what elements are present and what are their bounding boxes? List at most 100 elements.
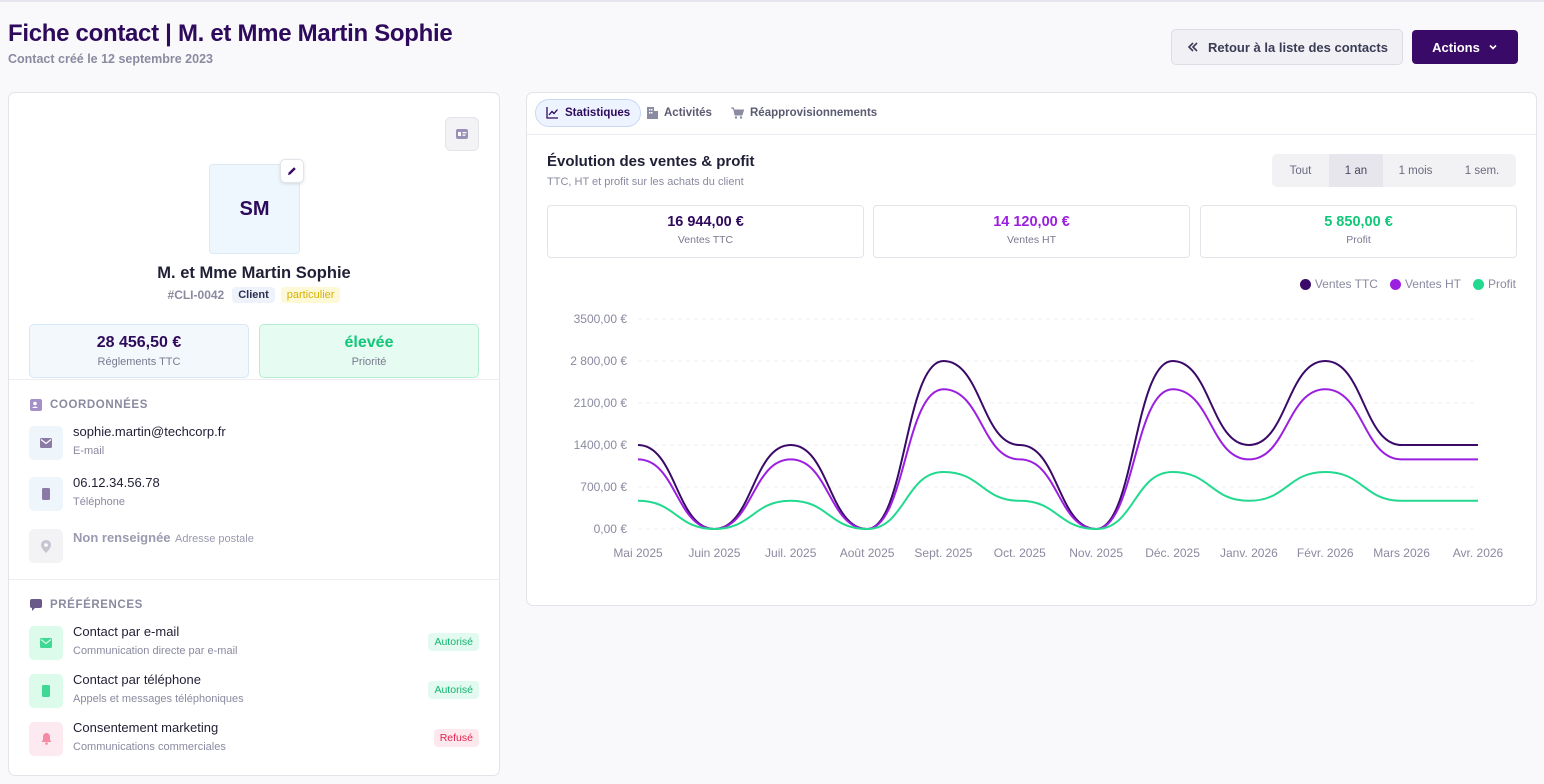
legend-ventes-ht[interactable]: Ventes HT (1389, 277, 1461, 291)
phone-row: 06.12.34.56.78 Téléphone (29, 475, 479, 515)
stat-profit-label: Profit (1346, 234, 1371, 246)
pref-email-text: Contact par e-mail Communication directe… (73, 624, 237, 657)
period-switch: Tout 1 an 1 mois 1 sem. (1272, 154, 1516, 187)
edit-avatar-button[interactable] (280, 159, 304, 183)
x-tick-label: Nov. 2025 (1069, 546, 1123, 560)
sales-line-chart: 0,00 € 700,00 € 1400,00 € 2100,00 € 2 800,00… (570, 312, 1504, 560)
map-pin-icon (29, 529, 63, 563)
x-tick-label: Sept. 2025 (914, 546, 972, 560)
tab-statistiques-label: Statistiques (565, 107, 631, 119)
page-header: Fiche contact | M. et Mme Martin Sophie … (8, 20, 1518, 76)
period-1mois-button[interactable]: 1 mois (1398, 164, 1433, 177)
y-tick-label: 2 800,00 € (570, 354, 627, 368)
payments-label: Réglements TTC (97, 356, 181, 368)
x-tick-label: Juil. 2025 (765, 546, 817, 560)
period-tout-button[interactable]: Tout (1289, 164, 1312, 177)
phone-value[interactable]: 06.12.34.56.78 (73, 475, 160, 490)
email-label: E-mail (73, 445, 105, 457)
contact-profile-card: SM M. et Mme Martin Sophie #CLI-0042 Cli… (8, 92, 500, 776)
type-badge: Client (232, 287, 275, 303)
address-text: Non renseignée Adresse postale (73, 529, 254, 547)
pref-marketing-status[interactable]: Refusé (433, 729, 479, 747)
bell-icon (29, 722, 63, 756)
y-tick-label: 1400,00 € (574, 438, 628, 452)
card-view-button[interactable] (445, 117, 479, 151)
email-value[interactable]: sophie.martin@techcorp.fr (73, 424, 226, 439)
page-title: Fiche contact | M. et Mme Martin Sophie (8, 20, 453, 47)
payments-kpi: 28 456,50 € Réglements TTC (29, 324, 249, 378)
chevron-down-icon (1489, 44, 1497, 50)
pref-marketing-text: Consentement marketing Communications co… (73, 720, 226, 753)
tab-reapprovisionnements-label: Réapprovisionnements (750, 107, 878, 119)
phone-text: 06.12.34.56.78 Téléphone (73, 475, 160, 508)
pref-phone-status[interactable]: Autorisé (428, 681, 479, 699)
back-to-list-button[interactable]: Retour à la liste des contacts (1171, 29, 1403, 65)
id-card-icon (456, 129, 468, 139)
tab-statistiques[interactable]: Statistiques (535, 99, 642, 127)
legend-profit[interactable]: Profit (1472, 277, 1516, 291)
pref-phone-text: Contact par téléphone Appels et messages… (73, 672, 244, 705)
priority-label: Priorité (351, 356, 387, 368)
double-chevron-left-icon (1187, 42, 1198, 52)
x-tick-label: Déc. 2025 (1145, 546, 1200, 560)
x-tick-label: Oct. 2025 (994, 546, 1046, 560)
tab-reapprovisionnements[interactable]: Réapprovisionnements (721, 99, 887, 127)
series-line (637, 359, 1478, 531)
x-tick-label: Févr. 2026 (1297, 546, 1354, 560)
pref-marketing-sub: Communications commerciales (73, 741, 226, 753)
pref-email-status[interactable]: Autorisé (428, 633, 479, 651)
preferences-title: PRÉFÉRENCES (50, 599, 143, 611)
contact-card-icon (30, 399, 42, 411)
chart-title: Évolution des ventes & profit (547, 153, 755, 170)
email-row: sophie.martin@techcorp.fr E-mail (29, 424, 479, 464)
series-line (637, 388, 1478, 531)
phone-icon (29, 477, 63, 511)
address-label: Adresse postale (174, 533, 254, 545)
contact-id: #CLI-0042 (167, 288, 225, 302)
y-tick-label: 2100,00 € (574, 396, 628, 410)
chat-bubble-icon (30, 599, 42, 611)
period-1an-button[interactable]: 1 an (1329, 154, 1383, 187)
priority-kpi: élevée Priorité (259, 324, 479, 378)
tab-activites[interactable]: Activités (637, 99, 722, 127)
header-actions: Retour à la liste des contacts Actions (1171, 29, 1518, 65)
stat-ventes-ht-value: 14 120,00 € (993, 214, 1070, 230)
actions-button[interactable]: Actions (1412, 30, 1518, 64)
tabs-bar: Statistiques Activités Réapprovisionneme… (527, 93, 1536, 135)
legend-ventes-ttc-label: Ventes TTC (1314, 277, 1378, 291)
pref-phone-row: Contact par téléphone Appels et messages… (29, 672, 479, 712)
pref-email-row: Contact par e-mail Communication directe… (29, 624, 479, 664)
mail-icon (29, 426, 63, 460)
legend-ventes-ht-label: Ventes HT (1404, 277, 1461, 291)
page-subtitle: Contact créé le 12 septembre 2023 (8, 52, 213, 66)
pencil-icon (288, 167, 296, 175)
stat-profit: 5 850,00 € Profit (1200, 205, 1517, 258)
legend-dot-ttc (1299, 278, 1311, 290)
chart-legend: Ventes TTC Ventes HT Profit (1299, 277, 1516, 291)
x-tick-label: Avr. 2026 (1453, 546, 1504, 560)
x-tick-label: Mars 2026 (1373, 546, 1430, 560)
period-1sem-button[interactable]: 1 sem. (1464, 164, 1500, 177)
payments-amount: 28 456,50 € (96, 334, 182, 351)
contact-name: M. et Mme Martin Sophie (157, 264, 351, 282)
line-chart-icon (546, 107, 558, 119)
x-tick-label: Août 2025 (840, 546, 895, 560)
statistics-card: Statistiques Activités Réapprovisionneme… (526, 92, 1537, 606)
legend-profit-label: Profit (1487, 277, 1516, 291)
x-tick-label: Juin 2025 (688, 546, 740, 560)
actions-label: Actions (1432, 39, 1480, 55)
divider (9, 579, 499, 580)
email-text: sophie.martin@techcorp.fr E-mail (73, 424, 226, 457)
stat-profit-value: 5 850,00 € (1324, 214, 1393, 230)
pref-phone-sub: Appels et messages téléphoniques (73, 693, 244, 705)
address-row: Non renseignée Adresse postale (29, 527, 479, 567)
pref-phone-label: Contact par téléphone (73, 672, 201, 687)
back-to-list-label: Retour à la liste des contacts (1208, 39, 1388, 55)
coordinates-section-title: COORDONNÉES (29, 398, 148, 412)
y-tick-label: 3500,00 € (574, 312, 628, 326)
mail-icon (29, 626, 63, 660)
address-value: Non renseignée (73, 530, 171, 545)
legend-ventes-ttc[interactable]: Ventes TTC (1299, 277, 1378, 291)
pref-email-label: Contact par e-mail (73, 624, 180, 639)
y-tick-label: 700,00 € (580, 480, 627, 494)
